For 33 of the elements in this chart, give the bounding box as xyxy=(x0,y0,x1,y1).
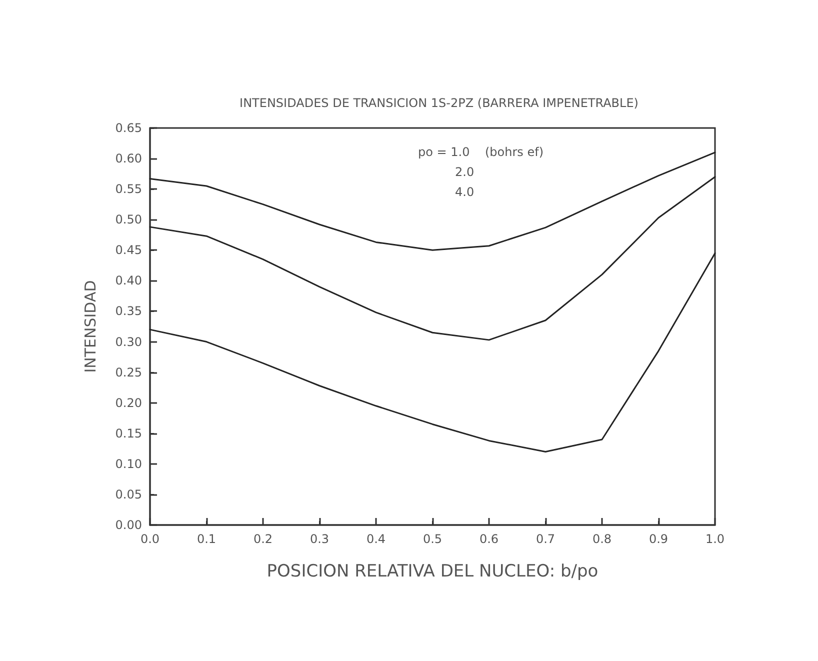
x-tick-label: 0.8 xyxy=(592,532,612,546)
line-series xyxy=(149,252,716,452)
annotation: po = 1.0 (bohrs ef) xyxy=(418,145,544,159)
x-tick-label: 0.0 xyxy=(140,532,160,546)
x-tick-label: 0.7 xyxy=(536,532,556,546)
y-tick-label: 0.25 xyxy=(115,365,142,380)
x-tick-label: 0.2 xyxy=(253,532,273,546)
x-tick-label: 0.1 xyxy=(196,532,216,546)
y-tick-label: 0.45 xyxy=(115,243,142,258)
x-tick-label: 0.5 xyxy=(422,532,442,546)
y-tick-label: 0.65 xyxy=(115,121,142,135)
y-tick-label: 0.10 xyxy=(115,456,142,471)
x-tick-label: 1.0 xyxy=(705,532,725,546)
x-tick-label: 0.4 xyxy=(366,532,386,546)
y-tick-label: 0.05 xyxy=(115,487,142,502)
y-tick-label: 0.35 xyxy=(115,304,142,318)
y-tick-label: 0.55 xyxy=(115,182,142,196)
x-tick-label: 0.9 xyxy=(648,532,668,546)
annotation: 4.0 xyxy=(455,185,474,199)
y-axis-title: INTENSIDAD xyxy=(82,280,100,373)
line-series xyxy=(149,176,716,341)
y-tick-label: 0.50 xyxy=(115,212,142,227)
x-axis-title: POSICION RELATIVA DEL NUCLEO: b/po xyxy=(266,562,598,582)
y-tick-label: 0.20 xyxy=(115,396,142,410)
x-tick-label: 0.3 xyxy=(310,532,330,546)
y-tick-label: 0.30 xyxy=(115,334,142,349)
annotation: 2.0 xyxy=(455,165,474,179)
chart-title: INTENSIDADES DE TRANSICION 1S-2PZ (BARRERA IMPENETRABLE) xyxy=(240,96,638,110)
y-tick-label: 0.60 xyxy=(115,152,142,166)
x-tick-label: 0.6 xyxy=(479,532,499,546)
y-tick-label: 0.00 xyxy=(115,518,142,532)
y-tick-label: 0.15 xyxy=(115,426,142,440)
y-tick-label: 0.40 xyxy=(115,274,142,288)
